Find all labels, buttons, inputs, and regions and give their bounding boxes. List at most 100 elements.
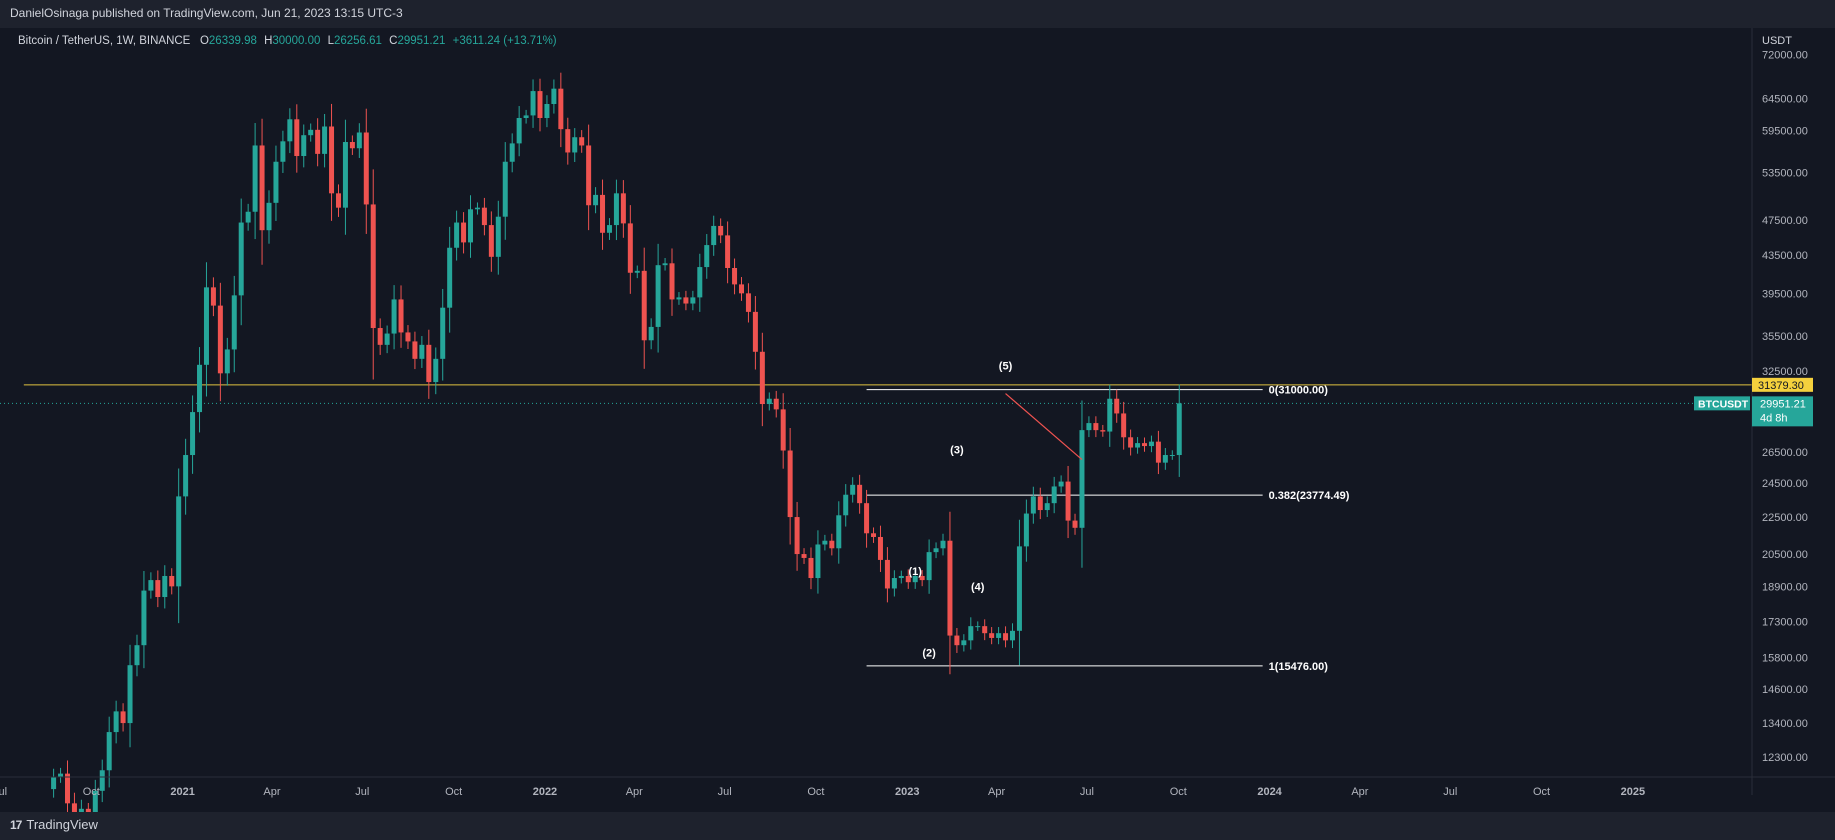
candle [148, 572, 154, 599]
close-value: 29951.21 [397, 35, 446, 47]
y-tick-label: 20500.00 [1762, 549, 1808, 561]
candle [280, 130, 286, 173]
candle-body [530, 91, 536, 116]
candle [468, 195, 474, 258]
candle-body [565, 129, 571, 153]
candle-body [210, 287, 216, 306]
candle [718, 218, 724, 244]
candle [1037, 487, 1043, 520]
candle [752, 296, 758, 370]
candle-body [280, 141, 286, 162]
candle-body [120, 711, 126, 724]
annotations: 0(31000.00) 0.382(23774.49) 1(15476.00) (1)… [908, 361, 1349, 673]
x-tick-label: 2022 [533, 786, 557, 798]
candle [801, 548, 807, 564]
candle [426, 329, 432, 399]
candle-body [370, 204, 376, 329]
candle-body [697, 267, 703, 298]
candle [183, 438, 189, 515]
y-tick-label: 13400.00 [1762, 718, 1808, 730]
candle-body [155, 580, 161, 598]
candle-body [481, 207, 487, 226]
candle-body [912, 575, 918, 583]
candle [1155, 430, 1161, 475]
candle [363, 108, 369, 234]
candle-body [655, 265, 661, 327]
candle-body [794, 517, 800, 555]
candle-body [183, 455, 189, 497]
candle-body [377, 328, 383, 345]
candle-body [342, 142, 348, 208]
low-label: L [327, 35, 334, 47]
candle-body [266, 202, 272, 231]
candle-body [440, 307, 446, 359]
y-tick-label: 39500.00 [1762, 288, 1808, 300]
candle [259, 118, 265, 265]
candle-body [301, 135, 307, 157]
last-price-tag [1752, 396, 1813, 427]
candle [454, 210, 460, 261]
candle [961, 634, 967, 652]
candle-body [801, 554, 807, 558]
candle-body [169, 575, 175, 587]
candle-body [815, 544, 821, 579]
candle-body [1058, 481, 1064, 487]
candle [530, 79, 536, 128]
candle [641, 247, 647, 369]
candle-body [148, 580, 154, 591]
candle [1086, 416, 1092, 438]
candle [1142, 437, 1148, 452]
candle [690, 290, 696, 311]
candle [613, 179, 619, 241]
x-tick-label: Jul [1443, 786, 1457, 798]
candle [1162, 448, 1168, 470]
y-axis-unit: USDT [1762, 35, 1792, 47]
resistance-price-label: 31379.30 [1758, 380, 1804, 392]
candle [78, 799, 84, 812]
candle [1176, 384, 1182, 477]
tradingview-brand[interactable]: 17 TradingView [10, 817, 98, 832]
candle-body [134, 645, 140, 666]
candle [1023, 499, 1029, 562]
candle-body [176, 496, 182, 587]
candle [106, 716, 112, 788]
candle [982, 619, 988, 641]
candle [711, 215, 717, 256]
candle-body [1169, 455, 1175, 457]
candle-body [99, 770, 105, 791]
candle [954, 628, 960, 653]
candle-body [850, 484, 856, 495]
tradingview-logo-icon: 17 [10, 817, 22, 832]
y-tick-label: 24500.00 [1762, 478, 1808, 490]
candle-body [947, 540, 953, 636]
candlestick-chart[interactable]: 0(31000.00) 0.382(23774.49) 1(15476.00) (1)… [0, 0, 1835, 812]
candle-body [759, 351, 765, 405]
candle [1065, 465, 1071, 539]
publish-header: DanielOsinaga published on TradingView.c… [0, 0, 1835, 28]
trendline [1005, 393, 1083, 461]
candle-body [982, 626, 988, 634]
candle [127, 644, 133, 748]
candle-body [1086, 423, 1092, 431]
candle-body [51, 777, 57, 790]
candle-body [273, 161, 279, 203]
candle-body [836, 515, 842, 549]
candle [384, 325, 390, 354]
candle [787, 428, 793, 545]
candle [1072, 513, 1078, 535]
candle-body [92, 790, 98, 812]
candle [780, 393, 786, 469]
candle [627, 205, 633, 294]
candle [155, 570, 161, 608]
candle-body [162, 575, 168, 598]
candle [1121, 401, 1127, 450]
candle [1030, 486, 1036, 524]
candle [412, 331, 418, 370]
candle [1135, 437, 1141, 454]
candle [440, 288, 446, 381]
footer: 17 TradingView [0, 812, 1835, 840]
candle [933, 542, 939, 559]
candle [620, 180, 626, 238]
x-tick-label: Jul [718, 786, 732, 798]
candle-body [64, 773, 71, 804]
